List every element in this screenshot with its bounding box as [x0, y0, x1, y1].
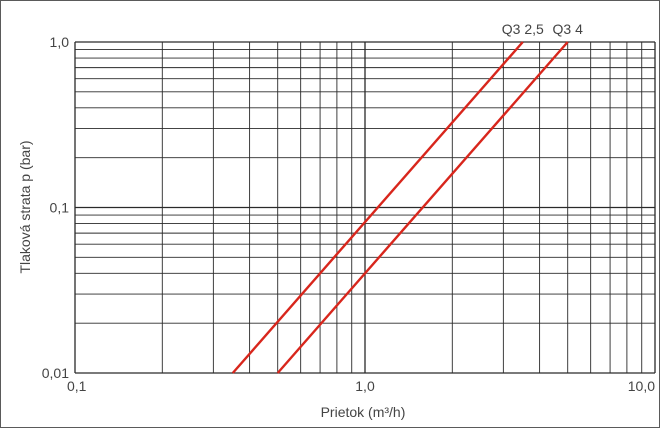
series-layer: Q3 2,5 Q3 4	[231, 21, 584, 374]
y-tick-label: 0,1	[50, 200, 70, 216]
y-tick-label: 1,0	[50, 34, 70, 50]
series-label: Q3 4	[553, 21, 584, 37]
x-axis-label: Prietok (m³/h)	[321, 404, 406, 420]
y-tick-label: 0,01	[42, 365, 69, 381]
x-tick-label: 1,0	[355, 378, 375, 394]
grid-layer	[74, 41, 656, 374]
x-tick-label: 0,1	[67, 378, 87, 394]
series-label: Q3 2,5	[502, 21, 544, 37]
y-axis-label: Tlaková strata p (bar)	[17, 140, 33, 273]
series-line	[231, 41, 524, 374]
series-line	[276, 41, 569, 374]
tick-layer: 0,1 1,0 10,00,010,11,0	[42, 34, 655, 394]
x-tick-label: 10,0	[628, 378, 655, 394]
